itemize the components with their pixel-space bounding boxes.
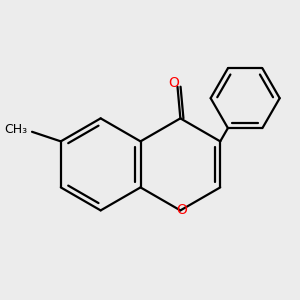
Text: O: O: [168, 76, 179, 90]
Text: CH₃: CH₃: [4, 123, 27, 136]
Text: O: O: [176, 203, 187, 218]
